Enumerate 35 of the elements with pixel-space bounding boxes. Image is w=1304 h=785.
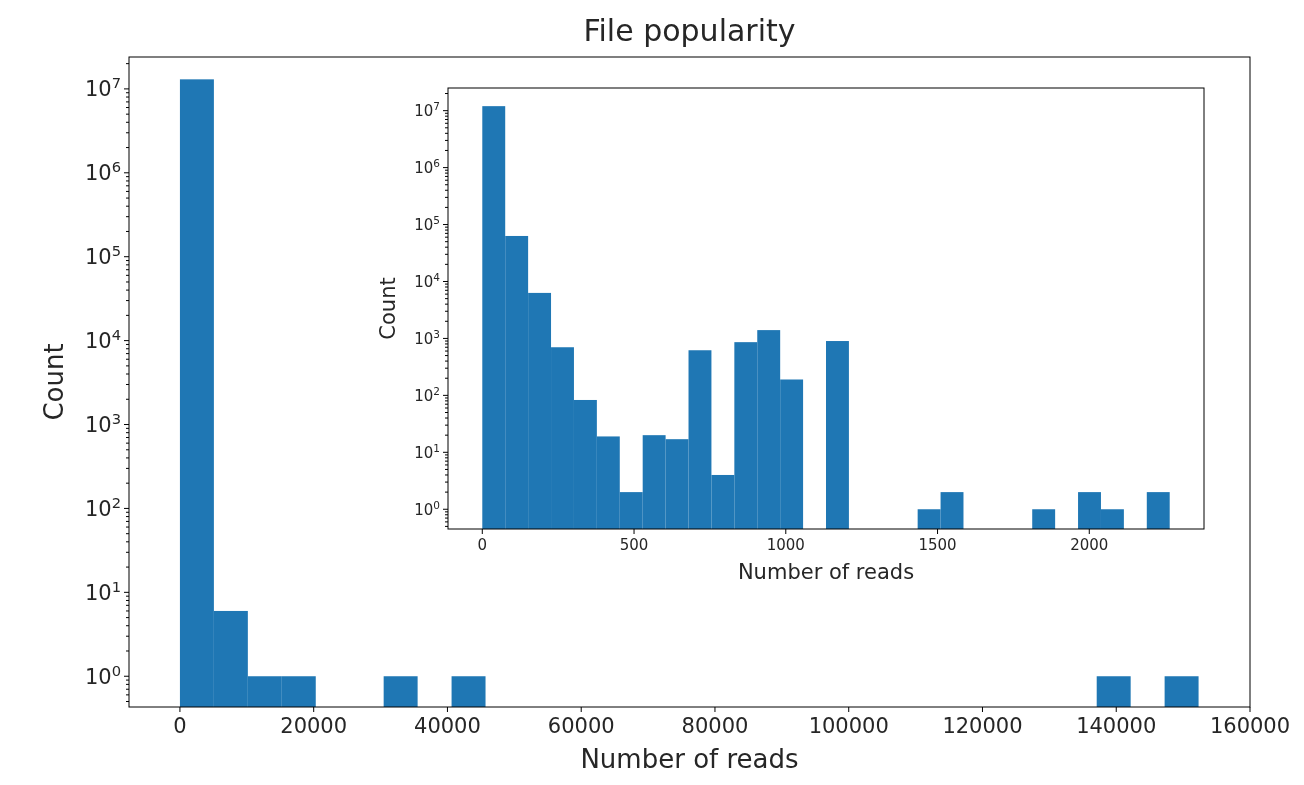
x-axis-title: Number of reads [580, 744, 799, 775]
x-tick-label: 1500 [918, 535, 957, 554]
y-tick-label: 10$^{5}$ [84, 241, 121, 270]
x-tick-label: 0 [477, 535, 488, 554]
y-tick-label: 10$^{4}$ [414, 270, 441, 291]
y-tick-label: 10$^{7}$ [414, 99, 440, 120]
y-tick-label: 10$^{3}$ [414, 327, 440, 348]
y-tick-label: 10$^{1}$ [84, 577, 121, 605]
y-tick-label: 10$^{4}$ [84, 325, 121, 353]
x-tick-label: 1000 [766, 535, 805, 554]
x-tick-label: 0 [173, 713, 187, 738]
x-axis-title: Number of reads [737, 559, 915, 584]
x-tick-label: 500 [619, 535, 649, 554]
y-tick-label: 10$^{6}$ [414, 156, 441, 177]
y-tick-label: 10$^{7}$ [84, 73, 121, 102]
y-axis-title: Count [376, 277, 400, 340]
y-tick-label: 10$^{6}$ [84, 157, 121, 186]
x-tick-label: 2000 [1070, 535, 1109, 554]
x-tick-label: 120000 [942, 713, 1023, 738]
y-tick-label: 10$^{2}$ [84, 493, 121, 521]
y-axis-title: Count [38, 343, 69, 421]
x-tick-label: 40000 [414, 713, 481, 738]
y-tick-label: 10$^{5}$ [414, 213, 440, 234]
y-tick-label: 10$^{3}$ [84, 409, 121, 437]
chart-title: File popularity [583, 13, 796, 48]
y-tick-label: 10$^{1}$ [414, 441, 440, 462]
x-tick-label: 20000 [280, 713, 348, 738]
x-tick-label: 80000 [681, 713, 749, 738]
x-tick-label: 100000 [808, 713, 889, 738]
y-tick-label: 10$^{2}$ [414, 384, 440, 405]
x-tick-label: 140000 [1076, 713, 1157, 738]
x-tick-label: 60000 [547, 713, 615, 738]
y-tick-label: 10$^{0}$ [414, 498, 440, 519]
y-tick-label: 10$^{0}$ [84, 661, 121, 689]
x-tick-label: 160000 [1209, 713, 1291, 738]
